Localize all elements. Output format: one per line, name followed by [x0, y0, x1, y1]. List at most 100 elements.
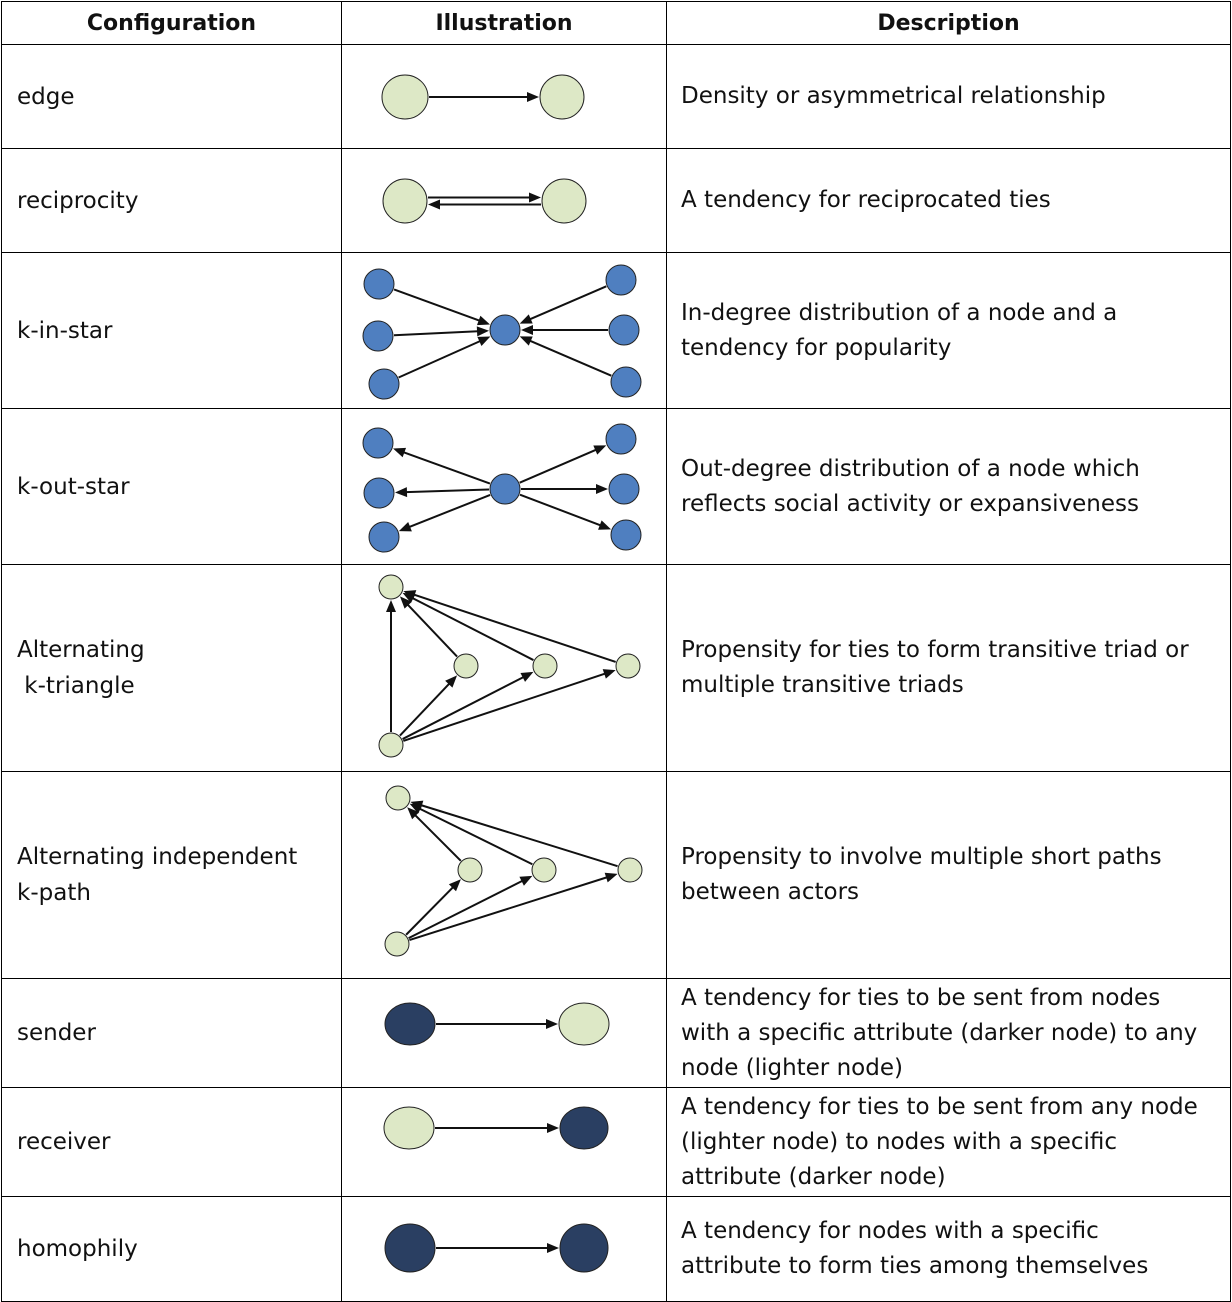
graph-node [610, 366, 642, 398]
description-cell: Density or asymmetrical relationship [666, 44, 1231, 149]
arrow-head [428, 199, 440, 210]
edge-line [403, 451, 491, 485]
arrow-head [547, 1243, 559, 1253]
edge-line [413, 593, 616, 663]
description-line: reflects social activity or expansivenes… [681, 490, 1139, 517]
description-cell: In-degree distribution of a node and a t… [666, 252, 1231, 409]
edge-line [519, 448, 597, 484]
illustration-cell [341, 1196, 667, 1302]
description-line: with a specific attribute (darker node) … [681, 1019, 1198, 1046]
arrow-head [407, 807, 420, 820]
illustration-cell [341, 252, 667, 409]
table-row: edge Density or asymmetrical relationshi… [1, 44, 1231, 149]
edge-line [408, 493, 491, 528]
description-line: A tendency for reciprocated ties [681, 187, 1051, 213]
edge-line [529, 285, 607, 321]
description-line: In-degree distribution of a node and a [681, 299, 1118, 326]
arrow-head [527, 92, 539, 102]
alternating-k-triangle-diagram [378, 574, 641, 758]
graph-node [608, 473, 640, 505]
reciprocity-diagram [382, 178, 587, 224]
graph-node [615, 653, 641, 679]
sender-diagram [384, 1002, 610, 1046]
edge-line [405, 488, 490, 494]
arrow-head [593, 445, 607, 455]
config-label: receiver [17, 1129, 111, 1155]
arrow-head [529, 192, 541, 203]
description-line: A tendency for nodes with a specific [681, 1218, 1099, 1244]
description-line: A tendency for ties to be sent from node… [681, 984, 1161, 1011]
graph-node [532, 653, 558, 679]
arrow-head [477, 336, 491, 346]
arrow-head [393, 447, 407, 458]
graph-node [558, 1002, 610, 1046]
config-label: edge [17, 83, 75, 110]
description-line: Propensity for ties to form transitive t… [681, 637, 1189, 663]
arrow-head [394, 487, 408, 498]
description-line: (lighter node) to nodes with a specific [681, 1128, 1118, 1155]
config-label: Alternating independent [17, 844, 298, 870]
edge-line [411, 597, 534, 661]
table-row: sender A tendency for ties to be sent fr… [1, 978, 1231, 1088]
config-cell: Alternating independent k-path [1, 771, 342, 979]
k-out-star-diagram [362, 423, 642, 553]
arrow-head [546, 1019, 558, 1029]
edge-line [419, 807, 533, 866]
graph-node [541, 178, 587, 224]
config-cell: k-out-star [1, 408, 342, 565]
graph-node [378, 574, 404, 600]
illustration-cell [341, 564, 667, 772]
arrow-head [547, 1123, 559, 1133]
description-line: node (lighter node) [681, 1054, 903, 1081]
arrow-head [410, 800, 424, 811]
config-label: Alternating [17, 637, 145, 663]
table-row: Alternating independent k-path Propensit… [1, 771, 1231, 979]
arrow-head [519, 875, 533, 886]
edge-line [403, 672, 606, 742]
graph-node [384, 1002, 436, 1046]
arrow-head [519, 336, 533, 346]
arrow-head [596, 484, 608, 494]
graph-node [559, 1223, 609, 1273]
description-cell: A tendency for reciprocated ties [666, 148, 1231, 253]
homophily-diagram [384, 1223, 609, 1273]
edge-line [529, 339, 612, 377]
graph-node [363, 477, 395, 509]
config-cell: receiver [1, 1087, 342, 1197]
arrow-head [520, 671, 534, 682]
config-label: k-triangle [17, 673, 135, 699]
edge-line [519, 493, 602, 527]
edge-diagram [381, 74, 585, 120]
alternating-independent-k-path-diagram [384, 785, 643, 957]
table-row: homophily A tendency for nodes with a sp… [1, 1196, 1231, 1302]
config-label: k-out-star [17, 473, 130, 500]
arrow-head [403, 590, 417, 600]
description-line: Out-degree distribution of a node which [681, 455, 1140, 482]
graph-node [457, 857, 483, 883]
edge-line [414, 814, 462, 862]
graph-node [605, 423, 637, 455]
arrow-head [398, 522, 412, 532]
table-row: Alternating k-triangle Propensity for ti… [1, 564, 1231, 772]
graph-node [383, 1106, 435, 1150]
description-cell: A tendency for ties to be sent from any … [666, 1087, 1231, 1197]
arrow-head [602, 669, 616, 679]
graph-node [378, 732, 404, 758]
arrow-head [519, 314, 533, 324]
edge-line [398, 340, 481, 379]
graph-node [531, 857, 557, 883]
config-label: sender [17, 1020, 96, 1046]
config-cell: sender [1, 978, 342, 1088]
edge-line [405, 886, 454, 936]
edge-line [399, 682, 451, 737]
arrow-head [476, 315, 490, 326]
graph-node [385, 785, 411, 811]
table-row: k-out-star Out-degree distribution of a … [1, 408, 1231, 565]
header-illustration: Illustration [341, 1, 667, 45]
graph-node [382, 178, 428, 224]
edge-line [402, 676, 525, 740]
description-line: A tendency for ties to be sent from any … [681, 1093, 1198, 1120]
arrow-head [604, 872, 618, 883]
receiver-diagram [383, 1106, 609, 1150]
